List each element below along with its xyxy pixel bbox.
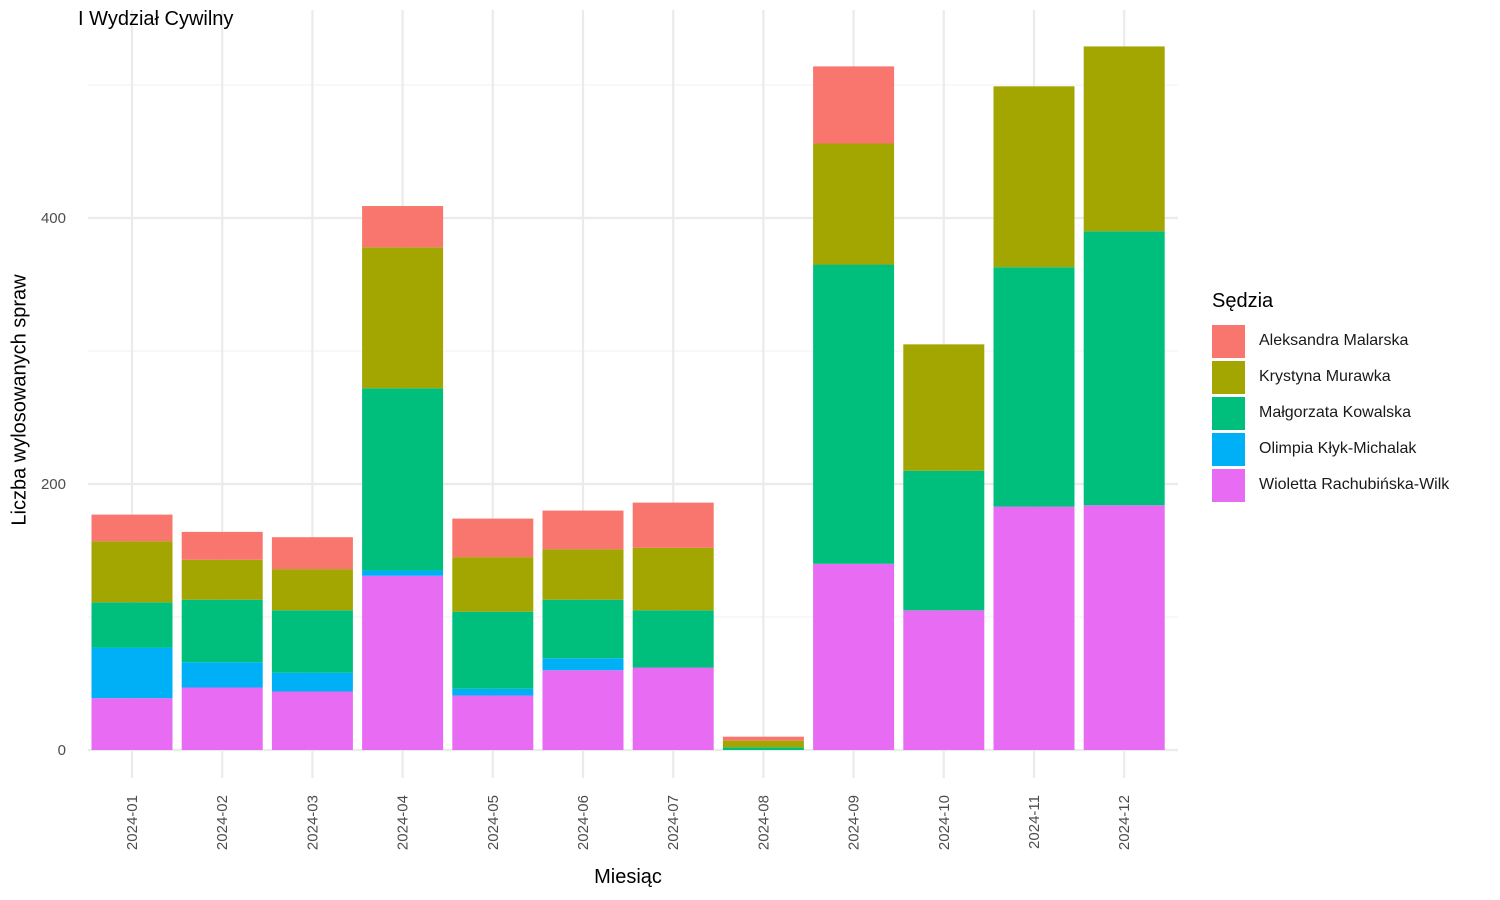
bar-segment (362, 388, 444, 571)
bar-segment (903, 610, 985, 750)
x-tick-label: 2024-03 (304, 795, 321, 850)
bar-segment (362, 247, 444, 389)
bar-segment (722, 740, 804, 748)
legend-items: Aleksandra Malarska Krystyna Murawka Małgo… (1212, 323, 1449, 503)
bar-segment (993, 267, 1075, 507)
chart-title: I Wydział Cywilny (78, 8, 234, 30)
legend-label: Małgorzata Kowalska (1259, 404, 1412, 421)
bar-segment (452, 518, 534, 558)
legend-item: Małgorzata Kowalska (1212, 395, 1449, 431)
bar-segment (993, 86, 1075, 268)
x-tick-label: 2024-01 (124, 795, 141, 850)
bar-segment (1083, 505, 1165, 750)
x-tick-label: 2024-10 (936, 795, 953, 850)
y-tick-label: 0 (58, 742, 66, 759)
bar-segment (452, 695, 534, 750)
bar-segment (181, 662, 263, 688)
legend-swatch (1212, 324, 1245, 358)
legend-label: Aleksandra Malarska (1259, 332, 1409, 349)
bar-segment (271, 610, 353, 673)
x-tick-label: 2024-02 (214, 795, 231, 850)
y-axis-label: Liczba wylosowanych spraw (8, 274, 31, 526)
bar-segment (903, 470, 985, 611)
bar-segment (181, 687, 263, 750)
legend-item: Wioletta Rachubińska-Wilk (1212, 467, 1449, 503)
bar-segment (91, 602, 173, 648)
bars (91, 46, 1165, 750)
x-tick-label: 2024-08 (755, 795, 772, 850)
bar-segment (993, 506, 1075, 750)
x-tick-label: 2024-04 (395, 795, 412, 850)
legend-item: Aleksandra Malarska (1212, 323, 1449, 359)
y-tick-label: 200 (41, 476, 66, 493)
bar-segment (903, 344, 985, 471)
legend-label: Olimpia Kłyk-Michalak (1259, 440, 1417, 457)
bar-segment (813, 563, 895, 750)
x-tick-label: 2024-09 (846, 795, 863, 850)
bar-segment (452, 688, 534, 696)
bar-segment (542, 599, 624, 659)
legend-label: Wioletta Rachubińska-Wilk (1259, 476, 1450, 493)
bar-segment (1083, 46, 1165, 232)
bar-segment (91, 647, 173, 699)
bar-segment (542, 510, 624, 550)
bar-segment (542, 549, 624, 600)
bar-segment (542, 658, 624, 671)
x-tick-label: 2024-12 (1116, 795, 1133, 850)
bar-segment (271, 691, 353, 750)
bar-segment (632, 610, 714, 668)
legend-swatch (1212, 468, 1245, 502)
legend-swatch (1212, 360, 1245, 394)
legend-swatch (1212, 432, 1245, 466)
legend-title: Sędzia (1212, 290, 1274, 312)
bar-segment (91, 541, 173, 603)
x-tick-label: 2024-06 (575, 795, 592, 850)
bar-segment (452, 611, 534, 689)
x-tick-label: 2024-05 (485, 795, 502, 850)
bar-segment (362, 575, 444, 750)
y-tick-label: 400 (41, 210, 66, 227)
bar-segment (271, 569, 353, 611)
bar-segment (271, 537, 353, 570)
legend-label: Krystyna Murawka (1259, 368, 1391, 385)
bar-segment (632, 667, 714, 750)
bar-segment (1083, 231, 1165, 506)
bar-segment (632, 502, 714, 548)
x-tick-label: 2024-11 (1026, 795, 1043, 849)
bar-segment (813, 66, 895, 144)
bar-segment (722, 747, 804, 750)
bar-segment (362, 570, 444, 576)
bar-segment (181, 599, 263, 663)
legend: Sędzia Aleksandra Malarska Krystyna Muraw… (1212, 290, 1449, 503)
bar-segment (813, 143, 895, 265)
bar-segment (91, 514, 173, 542)
bar-segment (813, 264, 895, 564)
x-axis-label: Miesiąc (594, 866, 662, 888)
bar-segment (452, 557, 534, 612)
x-axis-ticks: 2024-01 2024-02 2024-03 2024-04 2024-05 2024-… (124, 795, 1133, 850)
bar-segment (91, 698, 173, 750)
y-axis-ticks: 0 200 400 (41, 210, 66, 759)
bar-segment (271, 672, 353, 692)
bar-segment (632, 547, 714, 611)
bar-segment (181, 531, 263, 560)
legend-swatch (1212, 396, 1245, 430)
bar-segment (362, 206, 444, 248)
legend-item: Krystyna Murawka (1212, 359, 1449, 395)
bar-segment (722, 736, 804, 741)
legend-item: Olimpia Kłyk-Michalak (1212, 431, 1449, 467)
bar-segment (181, 559, 263, 600)
x-tick-label: 2024-07 (665, 795, 682, 850)
bar-segment (542, 670, 624, 750)
